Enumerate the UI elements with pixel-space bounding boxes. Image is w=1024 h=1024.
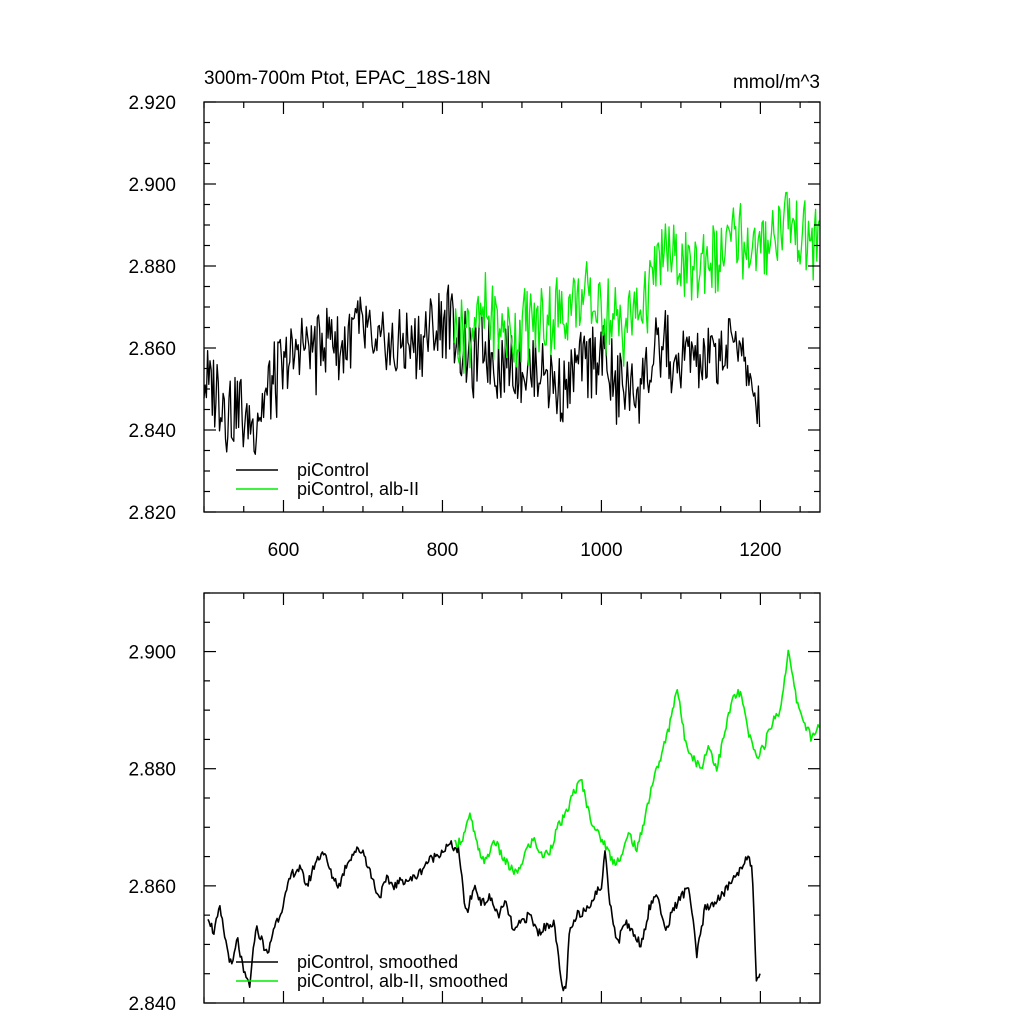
bottom-panel: 2.840 2.860 2.880 2.900 piControl, smoothedp… [128,592,821,1015]
y-tick-label: 2.860 [128,339,176,360]
chart-title: 300m-700m Ptot, EPAC_18S-18N [204,68,491,89]
y-tick-label: 2.920 [128,93,176,114]
series-line-1 [453,191,820,374]
plot-frame [203,592,821,1004]
y-tick-label: 2.900 [128,175,176,196]
top-panel: 600 800 1000 1200 2.820 2.840 2.860 2.880 2.900 2… [128,93,821,561]
x-tick-label: 1200 [739,540,781,561]
legend-label: piControl, alb-II, smoothed [297,971,508,991]
y-tick-label: 2.820 [128,503,176,524]
plot-frame [203,101,821,513]
y-tick-label: 2.860 [128,877,176,898]
x-tick-label: 1000 [580,540,622,561]
y-tick-label: 2.840 [128,994,176,1015]
x-tick-label: 800 [427,540,459,561]
series-line-1 [454,649,820,876]
y-tick-label: 2.880 [128,257,176,278]
x-tick-label: 600 [268,540,300,561]
y-tick-label: 2.840 [128,421,176,442]
legend-label: piControl, alb-II [297,479,419,499]
series-line-0 [207,840,761,992]
legend-label: piControl, smoothed [297,952,458,972]
legend-label: piControl [297,460,369,480]
y-tick-label: 2.900 [128,643,176,664]
units-label: mmol/m^3 [733,72,820,93]
y-tick-label: 2.880 [128,760,176,781]
